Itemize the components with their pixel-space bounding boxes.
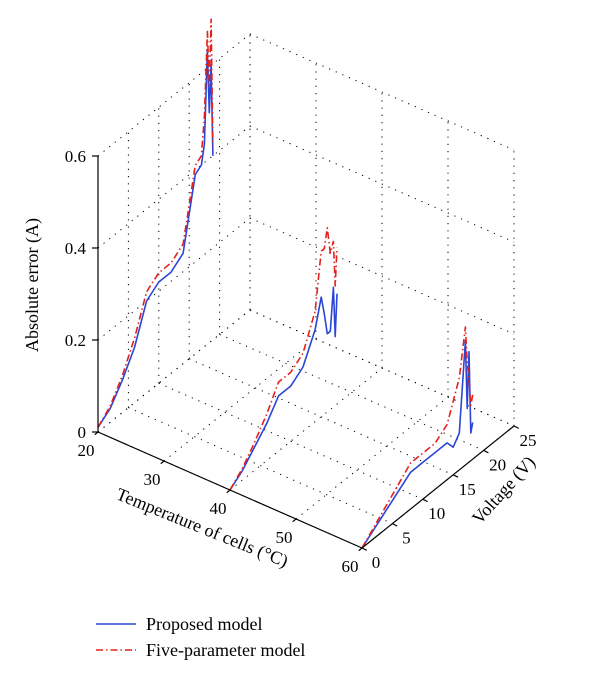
y-tick-mark bbox=[452, 474, 459, 478]
y-axis-line bbox=[361, 425, 515, 549]
grid-line bbox=[249, 217, 515, 335]
x-tick-mark bbox=[358, 547, 363, 552]
grid-line bbox=[249, 125, 515, 243]
y-tick-mark bbox=[361, 547, 368, 551]
y-tick-label: 5 bbox=[402, 529, 411, 548]
y-tick-mark bbox=[513, 425, 520, 429]
x-tick-label: 60 bbox=[342, 557, 359, 576]
z-tick-label: 0.2 bbox=[65, 331, 86, 350]
z-axis-label: Absolute error (A) bbox=[22, 218, 43, 352]
z-tick-label: 0.4 bbox=[65, 239, 87, 258]
series-proposed-model-line-40c bbox=[229, 286, 338, 491]
axes-group bbox=[92, 155, 520, 552]
legend: Proposed model Five-parameter model bbox=[96, 614, 305, 660]
y-tick-mark bbox=[422, 498, 428, 503]
grid-line bbox=[163, 338, 317, 462]
x-tick-label: 30 bbox=[144, 470, 161, 489]
y-tick-label: 0 bbox=[372, 553, 381, 572]
grid-line bbox=[249, 309, 515, 427]
x-tick-label: 20 bbox=[78, 441, 95, 460]
legend-label-five-parameter: Five-parameter model bbox=[146, 640, 305, 660]
series-five-parameter-model-line-60c bbox=[361, 326, 474, 549]
y-tick-label: 10 bbox=[428, 504, 445, 523]
y-tick-mark bbox=[392, 523, 398, 527]
grid-line bbox=[249, 33, 515, 151]
x-tick-label: 50 bbox=[276, 528, 293, 547]
legend-label-proposed: Proposed model bbox=[146, 614, 263, 634]
grid-line bbox=[128, 407, 393, 525]
grid-line bbox=[229, 367, 383, 491]
series-proposed-model-line-20c bbox=[97, 49, 214, 428]
series-proposed-model-line-60c bbox=[361, 340, 474, 549]
x-axis-label: Temperature of cells (°C) bbox=[113, 484, 291, 572]
grid-line bbox=[97, 217, 251, 341]
series-five-parameter-model-line-40c bbox=[229, 227, 338, 491]
x-tick-mark bbox=[160, 460, 165, 465]
grid-line bbox=[97, 125, 251, 249]
grid-line bbox=[97, 309, 251, 433]
y-tick-mark bbox=[483, 449, 489, 454]
grid-line bbox=[188, 358, 454, 476]
z-tick-label: 0 bbox=[78, 423, 87, 442]
y-tick-label: 25 bbox=[520, 431, 537, 450]
z-tick-label: 0.6 bbox=[65, 147, 86, 166]
y-tick-label: 20 bbox=[489, 455, 506, 474]
x-tick-label: 40 bbox=[210, 499, 227, 518]
grid-line bbox=[219, 333, 484, 451]
grid-line bbox=[97, 33, 251, 157]
series-five-parameter-model-line-20c bbox=[97, 18, 214, 428]
y-tick-label: 15 bbox=[459, 480, 476, 499]
grid-line bbox=[158, 382, 424, 500]
series-group bbox=[97, 18, 474, 549]
x-tick-mark bbox=[226, 489, 231, 494]
x-tick-mark bbox=[292, 518, 297, 523]
tick-labels: 20 30 40 50 60 0 5 10 15 20 25 0 0.2 0.4 0.6 bbox=[65, 147, 537, 576]
